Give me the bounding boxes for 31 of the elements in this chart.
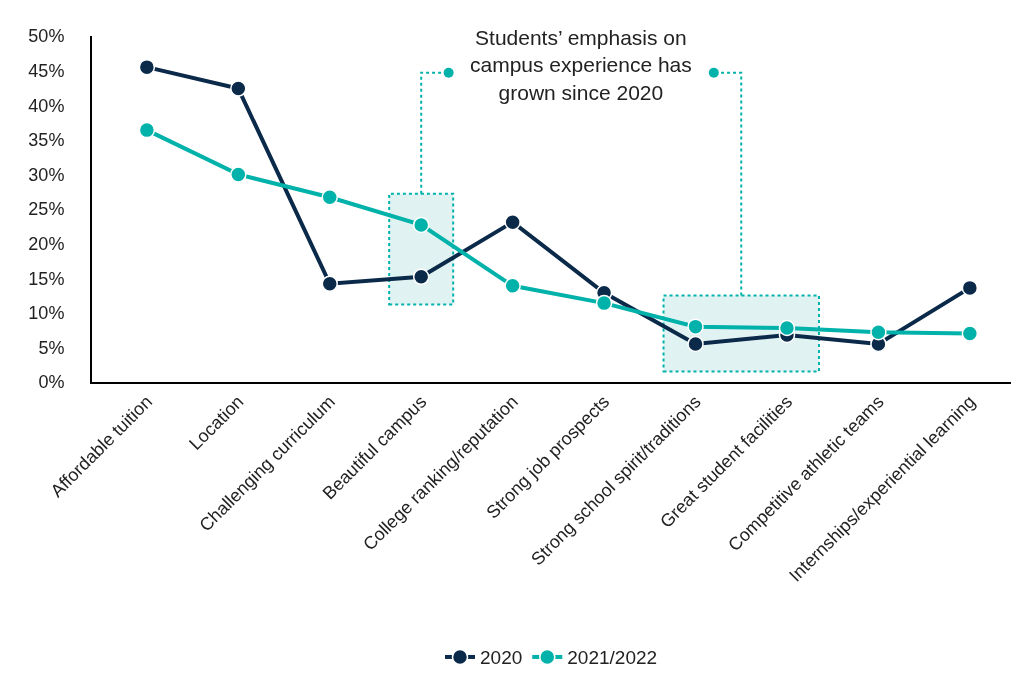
point: [870, 323, 887, 341]
y-tick-label: 5%: [38, 337, 65, 358]
y-tick-label: 0%: [38, 372, 65, 393]
y-tick-label: 45%: [28, 60, 65, 81]
point: [687, 335, 704, 353]
y-tick-label: 25%: [28, 199, 65, 220]
legend-label: 2020: [480, 647, 523, 669]
y-tick-label: 30%: [28, 164, 65, 185]
y-tick-label: 50%: [28, 26, 65, 47]
point: [778, 319, 796, 337]
point: [321, 275, 338, 292]
y-tick-label: 20%: [28, 233, 65, 254]
point: [504, 213, 521, 231]
point: [230, 80, 247, 97]
y-tick-label: 40%: [28, 95, 65, 116]
legend-label: 2021/2022: [567, 647, 658, 669]
annotation: Students’ emphasis on campus experience has grown since 2020: [470, 26, 692, 104]
point: [230, 166, 247, 183]
point: [412, 216, 430, 234]
point: [961, 279, 979, 297]
point: [961, 325, 979, 342]
point: [138, 121, 156, 139]
point: [595, 294, 613, 312]
y-tick-label: 35%: [28, 130, 65, 151]
y-tick-label: 10%: [28, 303, 65, 324]
point: [412, 268, 430, 286]
point: [687, 318, 704, 335]
y-tick-label: 15%: [28, 268, 65, 289]
point: [321, 188, 338, 206]
point: [138, 58, 156, 76]
point: [504, 277, 521, 295]
